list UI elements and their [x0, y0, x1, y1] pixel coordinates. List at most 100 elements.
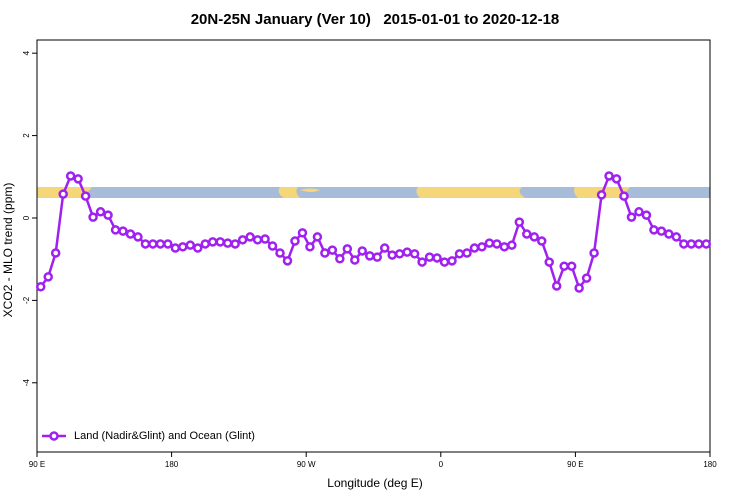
- data-point: [260, 234, 270, 244]
- data-point: [566, 261, 577, 271]
- data-point: [432, 253, 442, 263]
- data-point: [222, 238, 233, 248]
- data-point: [185, 240, 196, 250]
- y-tick-label: 0: [22, 215, 31, 220]
- data-point: [574, 283, 584, 293]
- data-point: [424, 252, 435, 262]
- data-point: [514, 217, 525, 227]
- data-point: [163, 239, 173, 249]
- data-point: [656, 226, 667, 236]
- data-point: [469, 243, 480, 253]
- data-point: [215, 237, 225, 247]
- data-point: [664, 229, 674, 239]
- data-point: [320, 248, 330, 258]
- data-point: [589, 248, 599, 258]
- data-point: [290, 236, 300, 246]
- data-point: [551, 281, 562, 291]
- data-point: [522, 229, 532, 239]
- data-point: [230, 239, 240, 249]
- data-point: [335, 254, 345, 264]
- data-point: [312, 232, 323, 242]
- data-point: [492, 239, 502, 249]
- data-point: [507, 240, 517, 250]
- map-strip: [37, 187, 710, 198]
- data-point: [559, 261, 569, 271]
- data-point: [133, 232, 143, 242]
- data-point: [686, 239, 697, 249]
- data-point: [193, 243, 203, 253]
- data-point: [357, 246, 368, 256]
- data-point: [275, 248, 285, 258]
- data-point: [103, 210, 113, 220]
- data-point: [537, 236, 547, 246]
- data-point: [110, 225, 121, 235]
- data-point: [245, 232, 255, 242]
- data-point: [118, 226, 128, 236]
- data-point: [267, 241, 278, 251]
- data-point: [237, 235, 248, 245]
- data-point: [365, 251, 375, 261]
- data-point: [58, 189, 68, 199]
- data-point: [282, 256, 293, 266]
- y-tick-label: 4: [22, 50, 31, 55]
- data-point: [477, 242, 487, 252]
- legend-marker: [49, 431, 59, 441]
- data-point: [155, 239, 166, 249]
- data-point: [417, 257, 427, 267]
- y-axis-label: XCO2 - MLO trend (ppm): [1, 183, 15, 318]
- data-point: [447, 256, 457, 266]
- data-point: [581, 273, 592, 283]
- data-point: [529, 232, 540, 242]
- data-point: [619, 191, 629, 201]
- data-point: [207, 237, 218, 247]
- data-point: [73, 174, 83, 184]
- data-point: [200, 239, 210, 249]
- x-axis-label: Longitude (deg E): [327, 476, 422, 490]
- data-point: [679, 239, 689, 249]
- data-point: [596, 190, 607, 200]
- data-point: [544, 257, 554, 267]
- data-point: [439, 257, 450, 267]
- data-point: [611, 174, 622, 184]
- data-point: [626, 212, 637, 222]
- data-point: [350, 255, 360, 265]
- data-point: [297, 228, 308, 238]
- chart-title: 20N-25N January (Ver 10) 2015-01-01 to 2…: [191, 11, 560, 28]
- data-point: [694, 239, 704, 249]
- data-point: [394, 249, 405, 259]
- y-tick-label: -2: [22, 296, 31, 304]
- data-point: [649, 225, 659, 235]
- data-point: [641, 210, 652, 220]
- data-point: [80, 191, 91, 201]
- data-point: [252, 235, 263, 245]
- x-tick-label: 90 W: [297, 460, 316, 469]
- data-point: [409, 249, 420, 259]
- x-tick-label: 90 E: [567, 460, 583, 469]
- data-point: [95, 207, 106, 217]
- data-point: [402, 247, 412, 257]
- x-tick-label: 0: [439, 460, 444, 469]
- data-point: [43, 272, 53, 282]
- data-point: [379, 243, 390, 253]
- data-point: [327, 245, 338, 255]
- data-point: [170, 243, 181, 253]
- data-point: [305, 242, 315, 252]
- data-point: [671, 232, 682, 242]
- data-point: [484, 238, 495, 248]
- data-point: [342, 244, 353, 254]
- data-point: [499, 242, 510, 252]
- data-point: [462, 248, 472, 258]
- y-tick-label: 2: [22, 133, 31, 138]
- data-point: [454, 249, 465, 259]
- data-point: [387, 250, 397, 260]
- x-tick-label: 90 E: [29, 460, 45, 469]
- data-point: [65, 171, 76, 181]
- data-point: [35, 282, 46, 292]
- data-point: [88, 212, 98, 222]
- legend-label: Land (Nadir&Glint) and Ocean (Glint): [74, 430, 255, 442]
- data-point: [634, 207, 644, 217]
- x-tick-label: 180: [165, 460, 179, 469]
- data-point: [604, 171, 614, 181]
- legend: Land (Nadir&Glint) and Ocean (Glint): [42, 430, 255, 442]
- data-point: [140, 239, 151, 249]
